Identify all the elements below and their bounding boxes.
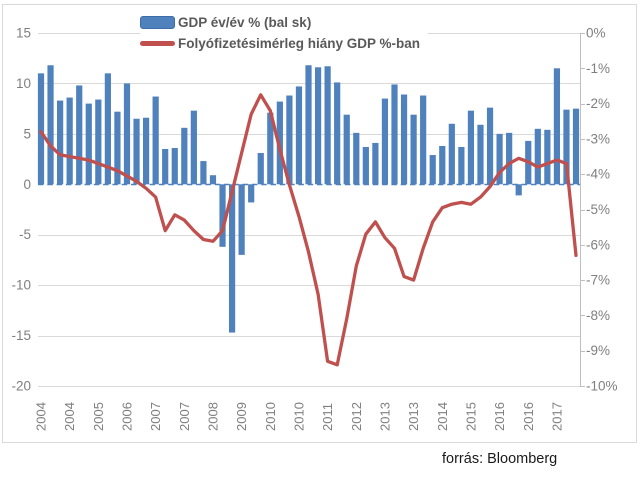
x-axis-tick-label: 2016	[492, 402, 507, 431]
legend-item-ca: Folyófizetésimérleg hiány GDP %-ban	[140, 33, 429, 54]
x-axis-tick-label: 2004	[34, 402, 49, 431]
left-axis-tick-label: 5	[23, 126, 31, 141]
right-axis-tick-label: -2%	[586, 96, 610, 111]
x-axis-labels: 2004 2004 2005 2006 2007 2007 2008 2009 2010 2010…	[34, 402, 565, 431]
y-axis-left-labels: 15 10 5 0 -5 -10 -15 -20	[11, 26, 31, 394]
right-axis-tick-label: -3%	[586, 131, 610, 146]
x-axis-tick-label: 2009	[234, 402, 249, 431]
ca-line-swatch-icon	[140, 41, 175, 46]
gdp-bar-swatch-icon	[140, 16, 175, 29]
x-axis-tick-label: 2010	[292, 402, 307, 431]
x-axis-tick-label: 2013	[377, 402, 392, 431]
x-axis-tick-label: 2006	[120, 402, 135, 431]
right-axis-tick-label: -5%	[586, 202, 610, 217]
x-axis-tick-label: 2004	[62, 402, 77, 431]
left-axis-tick-label: -5	[19, 227, 31, 242]
x-axis-tick-label: 2012	[349, 402, 364, 431]
right-axis-tick-label: -4%	[586, 167, 610, 182]
right-axis-tick-label: -1%	[586, 61, 610, 76]
x-axis-tick-label: 2007	[177, 402, 192, 431]
left-axis-tick-label: -10	[11, 278, 31, 293]
x-axis-tick-label: 2015	[463, 402, 478, 431]
x-axis-tick-label: 2013	[406, 402, 421, 431]
gdp-bars	[37, 65, 580, 333]
x-axis-tick-label: 2005	[91, 402, 106, 431]
legend-item-gdp: GDP év/év % (bal sk)	[140, 12, 429, 33]
x-axis-tick-label: 2016	[521, 402, 536, 431]
x-axis-tick-label: 2011	[320, 403, 335, 431]
ca-line	[39, 93, 578, 367]
right-axis-tick-label: -8%	[586, 308, 610, 323]
left-axis-tick-label: -15	[11, 328, 31, 343]
left-axis-tick-label: 0	[23, 177, 31, 192]
legend-label-ca: Folyófizetésimérleg hiány GDP %-ban	[178, 36, 421, 51]
left-axis-tick-label: 15	[16, 26, 31, 41]
y-axis-right-labels: 0% -1% -2% -3% -4% -5% -6% -7% -8% -9% -10%	[586, 26, 618, 394]
x-axis-tick-label: 2008	[206, 402, 221, 431]
x-axis-tick-label: 2010	[263, 402, 278, 431]
legend: GDP év/év % (bal sk) Folyófizetésimérleg…	[140, 12, 429, 54]
right-axis-tick-label: -10%	[586, 379, 618, 394]
legend-label-gdp: GDP év/év % (bal sk)	[178, 15, 312, 30]
right-axis-line	[580, 33, 585, 387]
left-axis-tick-label: 10	[16, 76, 31, 91]
x-axis-tick-label: 2007	[148, 402, 163, 431]
x-axis-tick-label: 2014	[435, 402, 450, 431]
right-axis-tick-label: -9%	[586, 343, 610, 358]
left-axis-tick-label: -20	[11, 379, 31, 394]
right-axis-tick-label: 0%	[586, 26, 606, 41]
x-axis-tick-label: 2017	[549, 402, 564, 431]
right-axis-tick-label: -7%	[586, 273, 610, 288]
right-axis-tick-label: -6%	[586, 237, 610, 252]
chart-frame	[2, 4, 637, 443]
source-label: forrás: Bloomberg	[442, 451, 558, 467]
